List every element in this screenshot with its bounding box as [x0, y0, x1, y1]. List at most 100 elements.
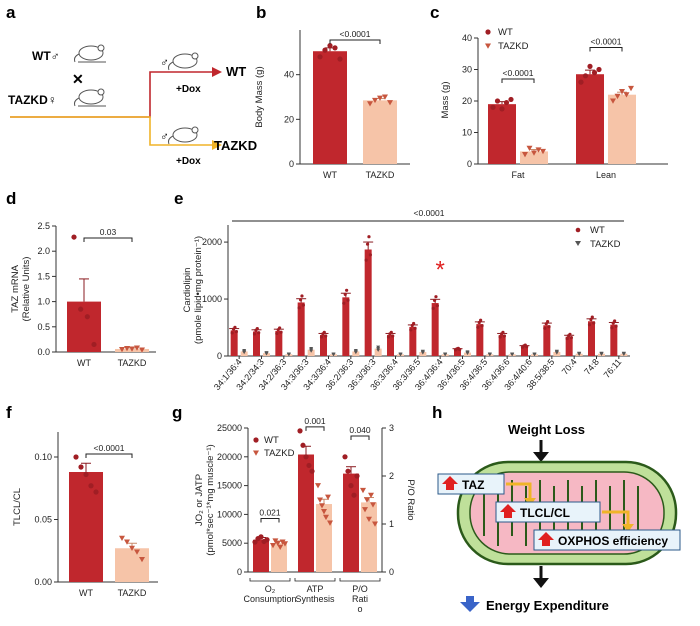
data-point — [543, 326, 547, 330]
y-tick-label: 20 — [462, 96, 472, 106]
mouse-icon — [168, 52, 199, 71]
bar — [543, 325, 551, 356]
data-point — [531, 150, 537, 156]
data-point — [465, 351, 470, 355]
data-point — [387, 100, 393, 106]
data-point — [365, 242, 370, 246]
significance-bracket — [589, 46, 623, 52]
significance-bracket — [329, 39, 381, 44]
bar — [576, 74, 604, 164]
data-point — [485, 29, 491, 35]
data-point — [476, 325, 480, 329]
down-arrow-icon — [460, 596, 480, 612]
dox-bottom-label: +Dox — [176, 156, 201, 167]
category-bracket — [249, 578, 291, 582]
data-point — [499, 106, 505, 112]
bar — [476, 324, 484, 356]
data-point — [327, 43, 333, 49]
x-tick-label: WT — [79, 588, 93, 598]
x-tick-label: TAZKD — [366, 170, 395, 180]
y-tick-label: 2000 — [202, 237, 222, 247]
arrowhead-icon — [622, 524, 634, 532]
bar — [409, 326, 417, 356]
bar — [253, 539, 269, 572]
y-tick-label: 0.5 — [37, 322, 50, 332]
data-point — [282, 541, 288, 547]
data-point — [540, 148, 546, 155]
bar — [115, 548, 149, 582]
offspring-wt-symbol: ♂ — [160, 55, 169, 69]
y2-axis-label: P/O Ratio — [405, 479, 416, 520]
data-point — [279, 330, 283, 334]
data-point — [134, 549, 140, 555]
bar — [565, 336, 573, 356]
data-point — [301, 303, 305, 307]
y-tick-label: 25000 — [217, 423, 242, 433]
y-tick-label: 0.05 — [34, 515, 52, 525]
legend-label: TAZKD — [590, 239, 621, 250]
panel-label-h: h — [432, 403, 442, 422]
data-point — [297, 428, 303, 434]
data-point — [479, 318, 483, 322]
bar — [69, 472, 103, 582]
down-arrow-icon — [533, 578, 549, 588]
data-point — [554, 350, 559, 354]
x-tick-label: Lean — [596, 170, 616, 180]
data-point — [364, 258, 368, 262]
data-point — [420, 350, 425, 354]
data-point — [526, 145, 533, 152]
data-point — [368, 492, 374, 498]
data-point — [139, 347, 145, 353]
data-point — [366, 516, 372, 522]
y-tick-label: 2.5 — [37, 221, 50, 231]
data-point — [389, 330, 393, 334]
up-arrow-icon — [442, 476, 458, 490]
data-point — [264, 351, 269, 355]
tlcl-box — [495, 501, 601, 523]
data-point — [93, 489, 99, 495]
data-point — [623, 92, 630, 98]
data-point — [435, 304, 439, 308]
data-point — [242, 349, 247, 354]
p-value-label: 0.03 — [100, 227, 117, 237]
y-tick-label: 0.00 — [34, 577, 52, 587]
data-point — [78, 464, 84, 470]
data-point — [324, 334, 328, 338]
data-point — [498, 335, 502, 339]
data-point — [360, 487, 366, 494]
y-tick-label: 20000 — [217, 452, 242, 462]
data-point — [458, 347, 462, 352]
data-point — [494, 98, 501, 104]
taz-arrow — [10, 116, 212, 146]
data-point — [443, 352, 448, 357]
data-point — [434, 295, 438, 299]
data-point — [589, 317, 593, 322]
legend-label: TAZKD — [498, 41, 529, 52]
data-point — [332, 45, 338, 51]
data-point — [342, 454, 348, 460]
data-point — [300, 294, 304, 298]
data-point — [568, 332, 572, 336]
data-point — [485, 43, 491, 49]
x-category-label: O₂ Consumption — [243, 584, 296, 604]
data-point — [370, 502, 376, 508]
data-point — [255, 326, 259, 331]
data-point — [391, 334, 395, 338]
panel-label-g: g — [172, 403, 182, 422]
category-bracket — [294, 578, 336, 582]
data-point — [578, 79, 584, 85]
data-point — [124, 539, 130, 545]
p-value-label: 0.001 — [304, 416, 326, 426]
bar — [320, 334, 327, 356]
significance-bracket — [83, 237, 133, 242]
y2-tick-label: 1 — [389, 519, 394, 529]
data-point — [129, 545, 135, 552]
y-tick-label: 0 — [467, 159, 472, 169]
data-point — [317, 54, 323, 60]
x-category-label: ATP Synthesis — [295, 584, 335, 604]
mouse-icon — [74, 88, 106, 107]
panel-label-d: d — [6, 189, 16, 208]
legend-marker — [575, 241, 581, 246]
data-point — [306, 462, 312, 469]
data-point — [303, 454, 309, 460]
